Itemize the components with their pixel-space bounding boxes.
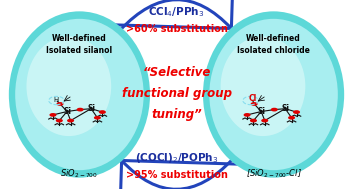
Circle shape (94, 116, 101, 120)
Circle shape (288, 116, 295, 120)
Text: H: H (53, 97, 58, 103)
Text: Si: Si (63, 107, 71, 116)
Circle shape (271, 108, 278, 112)
Circle shape (49, 113, 56, 117)
FancyArrowPatch shape (118, 159, 239, 189)
Circle shape (244, 113, 251, 117)
Circle shape (293, 110, 300, 114)
Circle shape (261, 119, 268, 122)
Text: >60% substitution: >60% substitution (126, 24, 227, 34)
Text: Si: Si (281, 104, 289, 113)
Text: Si: Si (257, 107, 265, 116)
Ellipse shape (9, 11, 150, 178)
Text: SiO$_{2-700}$: SiO$_{2-700}$ (60, 168, 98, 180)
Text: Isolated silanol: Isolated silanol (46, 46, 113, 55)
Circle shape (99, 110, 106, 114)
Text: (COCl)$_2$/POPh$_3$: (COCl)$_2$/POPh$_3$ (135, 151, 218, 165)
FancyArrowPatch shape (114, 0, 235, 30)
Ellipse shape (15, 19, 144, 170)
Ellipse shape (26, 36, 111, 136)
Text: Cl: Cl (248, 94, 257, 103)
Circle shape (77, 108, 84, 112)
Ellipse shape (221, 36, 305, 136)
Circle shape (56, 119, 63, 122)
Text: Si: Si (87, 104, 95, 113)
Text: functional group: functional group (121, 87, 232, 100)
Text: [SiO$_{2-700}$-Cl]: [SiO$_{2-700}$-Cl] (246, 168, 301, 180)
Circle shape (250, 119, 257, 122)
Text: Well-defined: Well-defined (52, 34, 107, 43)
Text: Well-defined: Well-defined (246, 34, 301, 43)
Text: “Selective: “Selective (142, 66, 211, 79)
Text: tuning”: tuning” (151, 108, 202, 121)
Circle shape (67, 119, 74, 122)
Text: CCl$_4$/PPh$_3$: CCl$_4$/PPh$_3$ (148, 5, 205, 19)
Text: Isolated chloride: Isolated chloride (237, 46, 310, 55)
Ellipse shape (203, 11, 344, 178)
Circle shape (56, 102, 64, 106)
Text: >95% substitution: >95% substitution (126, 170, 227, 180)
Circle shape (251, 102, 258, 106)
Ellipse shape (209, 19, 338, 170)
